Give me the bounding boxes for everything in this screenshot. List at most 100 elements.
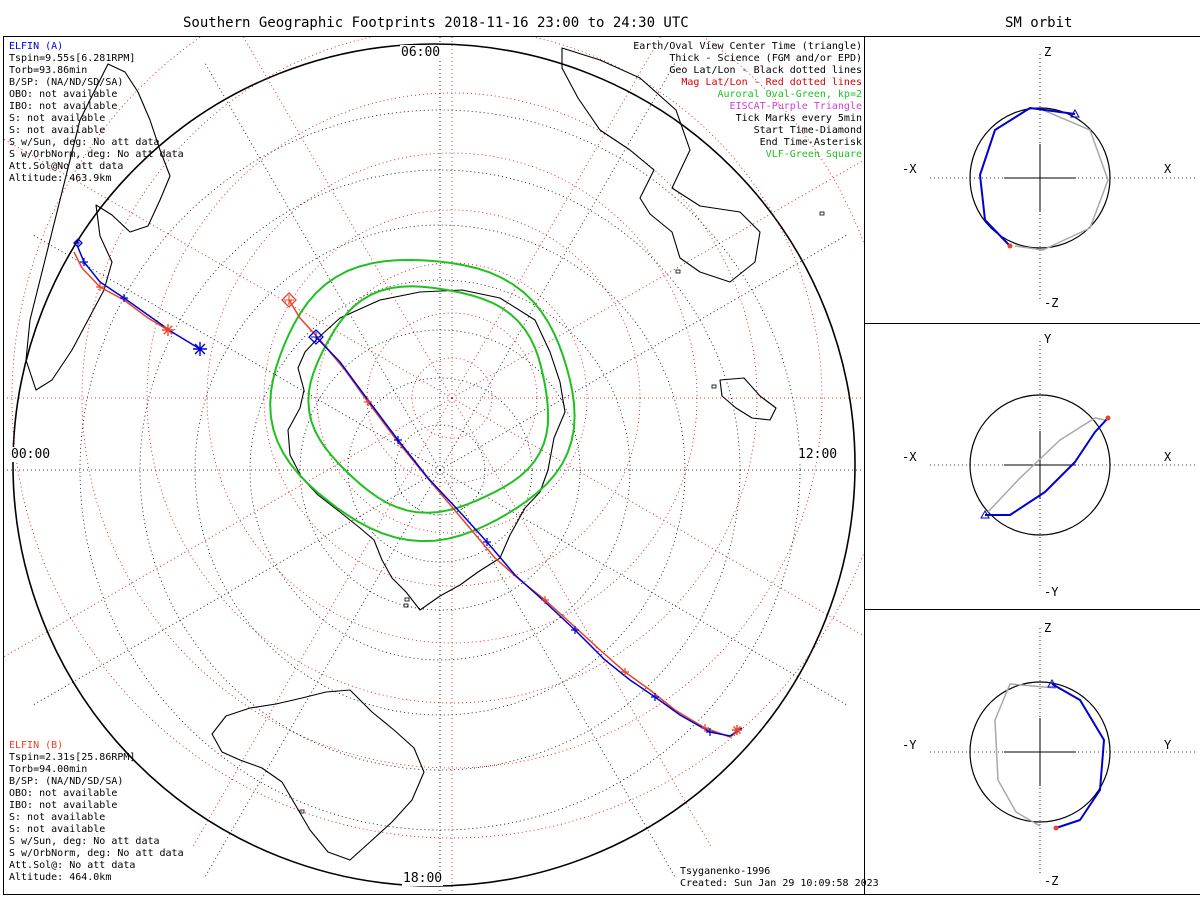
sm1-right-label: X bbox=[1164, 162, 1172, 176]
coastline bbox=[561, 47, 761, 283]
elfin-a-line: Tspin=9.55s[6.281RPM] bbox=[9, 53, 136, 64]
sm2-bottom-label: -Y bbox=[1044, 585, 1059, 599]
orbit-back-side bbox=[987, 417, 1106, 513]
sm-panel-3 bbox=[930, 628, 1196, 876]
elfin-a-tick bbox=[571, 626, 579, 634]
elfin-b-tick bbox=[541, 596, 549, 604]
mag-meridian bbox=[451, 397, 713, 849]
island bbox=[299, 809, 305, 814]
clock-label-18: 18:00 bbox=[402, 871, 444, 886]
orbit-end-marker bbox=[1105, 415, 1111, 421]
legend-entry: Earth/Oval View Center Time (triangle) bbox=[633, 41, 862, 52]
mag-meridian bbox=[243, 37, 453, 399]
clock-label-12: 12:00 bbox=[797, 447, 839, 462]
auroral-oval-inner bbox=[307, 285, 550, 514]
legend-entry: Thick - Science (FGM and/or EPD) bbox=[669, 53, 862, 64]
plot-legend: Earth/Oval View Center Time (triangle) T… bbox=[633, 41, 862, 161]
elfin-a-tick bbox=[80, 258, 88, 266]
elfin-a-tick bbox=[651, 693, 659, 701]
geo-meridian bbox=[439, 234, 848, 471]
sm1-left-label: -X bbox=[902, 162, 917, 176]
elfin-a-info: ELFIN (A) Tspin=9.55s[6.281RPM] Torb=93.… bbox=[9, 41, 184, 185]
elfin-b-line: Altitude: 464.0km bbox=[9, 872, 112, 883]
sm3-right-label: Y bbox=[1164, 738, 1172, 752]
elfin-orbit-front-side bbox=[979, 107, 1076, 247]
sm-panel-frame-3 bbox=[864, 609, 1200, 895]
elfin-a-start-diamond-cross bbox=[311, 332, 321, 342]
sm3-left-label: -Y bbox=[902, 738, 917, 752]
elfin-a-line: OBO: not available bbox=[9, 89, 118, 100]
elfin-a-line: B/SP: (NA/ND/SD/SA) bbox=[9, 77, 124, 88]
polar-map bbox=[4, 37, 864, 894]
elfin-b-line: Att.Sol@: No att data bbox=[9, 860, 136, 871]
legend-entry: EISCAT-Purple Triangle bbox=[729, 101, 862, 112]
sm-panel-1 bbox=[930, 54, 1196, 302]
elfin-b-line: S: not available bbox=[9, 824, 106, 835]
legend-entry: Auroral Oval-Green, kp=2 bbox=[717, 89, 863, 100]
island bbox=[819, 211, 825, 216]
model-credit: Tsyganenko-1996 bbox=[680, 866, 771, 877]
legend-entry: Tick Marks every 5min bbox=[735, 113, 862, 124]
mag-meridian bbox=[4, 138, 453, 399]
sm2-top-label: Y bbox=[1044, 332, 1052, 346]
geo-meridian bbox=[204, 469, 441, 878]
elfin-a-tick bbox=[706, 728, 714, 736]
elfin-a-line: S: not available bbox=[9, 113, 106, 124]
elfin-b-line: S w/OrbNorm, deg: No att data bbox=[9, 848, 184, 859]
orbit-triangle-marker bbox=[1047, 678, 1057, 688]
mag-meridian bbox=[451, 37, 661, 399]
elfin-b-footprint-track bbox=[288, 299, 743, 738]
elfin-b-line: S: not available bbox=[9, 812, 106, 823]
legend-entry: Mag Lat/Lon - Red dotted lines bbox=[681, 77, 862, 88]
elfin-a-tick bbox=[394, 436, 402, 444]
elfin-b-line: Tspin=2.31s[25.86RPM] bbox=[9, 752, 136, 763]
plot-title: Southern Geographic Footprints 2018-11-1… bbox=[183, 15, 689, 31]
mag-meridian bbox=[4, 397, 453, 658]
elfin-b-info: ELFIN (B) Tspin=2.31s[25.86RPM] Torb=94.… bbox=[9, 740, 184, 884]
elfin-a-footprint-track bbox=[315, 336, 743, 737]
elfin-a-start-diamond bbox=[308, 329, 324, 345]
legend-entry: Start Time-Diamond bbox=[753, 125, 862, 136]
elfin-b-footprint-track-start bbox=[73, 251, 169, 331]
orbit-back-side bbox=[1014, 109, 1109, 251]
geo-latitude-circle bbox=[249, 279, 631, 661]
elfin-b-line: OBO: not available bbox=[9, 788, 118, 799]
elfin-a-tick bbox=[483, 538, 491, 546]
elfin-b-end-asterisk-2 bbox=[732, 725, 742, 735]
elfin-b-tick bbox=[701, 724, 709, 732]
elfin-a-line: IBO: not available bbox=[9, 101, 118, 112]
elfin-b-tick bbox=[96, 283, 104, 291]
elfin-a-start-diamond-2 bbox=[73, 238, 83, 248]
elfin-a-line: Torb=93.86min bbox=[9, 65, 88, 76]
elfin-b-start-diamond bbox=[281, 292, 297, 308]
island bbox=[404, 597, 410, 602]
elfin-orbit-front-side bbox=[985, 417, 1109, 516]
elfin-a-end-asterisk bbox=[193, 342, 207, 356]
clock-label-06: 06:00 bbox=[400, 45, 442, 60]
elfin-a-footprint-track-start bbox=[76, 244, 201, 350]
geo-meridian bbox=[32, 234, 441, 471]
orbit-end-marker bbox=[1053, 825, 1059, 831]
elfin-b-line: B/SP: (NA/ND/SD/SA) bbox=[9, 776, 124, 787]
elfin-b-line: IBO: not available bbox=[9, 800, 118, 811]
sm3-top-label: Z bbox=[1044, 621, 1052, 635]
elfin-a-line: Att.Sol@No att data bbox=[9, 161, 124, 172]
elfin-b-name: ELFIN (B) bbox=[9, 740, 64, 751]
coastline bbox=[211, 689, 425, 861]
sm3-bottom-label: -Z bbox=[1044, 874, 1059, 888]
elfin-b-line: S w/Sun, deg: No att data bbox=[9, 836, 160, 847]
sm-panel-frame-1 bbox=[864, 36, 1200, 324]
sm1-top-label: Z bbox=[1044, 45, 1052, 59]
elfin-a-line: S w/Sun, deg: No att data bbox=[9, 137, 160, 148]
island bbox=[711, 384, 717, 389]
elfin-a-line: Altitude: 463.9km bbox=[9, 173, 112, 184]
orbit-triangle-marker bbox=[1070, 108, 1080, 118]
auroral-oval-outer bbox=[269, 258, 576, 543]
elfin-a-line: S: not available bbox=[9, 125, 106, 136]
coastline bbox=[25, 63, 171, 391]
coastline bbox=[719, 377, 777, 421]
sm-orbit-title: SM orbit bbox=[1005, 15, 1073, 31]
mag-latitude-circle bbox=[316, 262, 588, 534]
